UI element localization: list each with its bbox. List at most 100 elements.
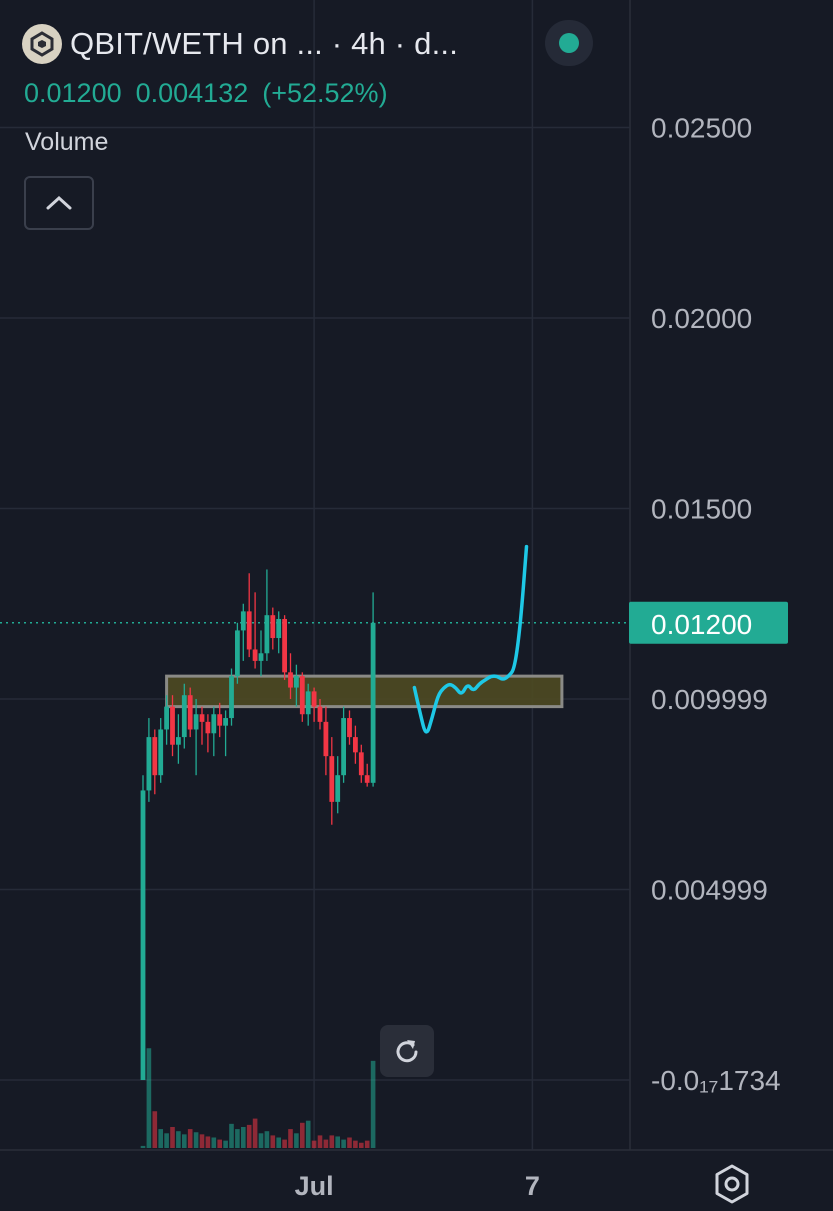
candle	[200, 707, 205, 745]
candle-body	[182, 695, 187, 737]
volume-bar	[353, 1141, 358, 1148]
candle-body	[206, 722, 211, 733]
price-change: 0.004132	[136, 78, 249, 108]
candle-body	[335, 775, 340, 802]
candle-body	[200, 714, 205, 722]
candle-body	[300, 676, 305, 714]
candle	[141, 775, 146, 1080]
volume-bar	[153, 1111, 158, 1148]
chart-grid	[0, 0, 833, 1150]
qbit-logo-icon	[22, 24, 62, 64]
chevron-up-icon	[44, 194, 74, 212]
candle	[206, 714, 211, 752]
price-tick-label: 0.009999	[651, 684, 768, 715]
candle-body	[241, 611, 246, 630]
candle-body	[365, 775, 370, 783]
live-status-dot-icon	[545, 20, 593, 66]
candle-body	[288, 672, 293, 687]
volume-bar	[229, 1124, 234, 1148]
volume-bar	[365, 1141, 370, 1148]
candle	[265, 569, 270, 660]
volume-bar	[347, 1138, 352, 1149]
price-tick-label: -0.0₁₇1734	[651, 1065, 781, 1096]
candle-body	[176, 737, 181, 745]
candle	[347, 710, 352, 744]
volume-bar	[147, 1048, 152, 1148]
volume-bar	[247, 1125, 252, 1148]
candle-body	[223, 718, 228, 726]
volume-indicator-label: Volume	[25, 128, 108, 157]
time-tick-label: Jul	[295, 1171, 334, 1200]
candle	[259, 630, 264, 676]
price-tick-label: 0.02500	[651, 113, 752, 144]
candle-body	[265, 615, 270, 653]
time-axis[interactable]: Jul 7	[295, 1171, 540, 1200]
candle-body	[253, 649, 258, 660]
candlestick-series	[141, 569, 376, 1080]
volume-bar	[371, 1061, 376, 1148]
candle	[341, 707, 346, 783]
volume-bar	[335, 1136, 340, 1148]
volume-bar	[164, 1133, 169, 1148]
candle	[241, 604, 246, 661]
candle	[353, 726, 358, 764]
volume-bar	[241, 1127, 246, 1148]
reset-chart-button[interactable]	[380, 1025, 434, 1077]
candle	[147, 718, 152, 802]
settings-gear-icon[interactable]	[710, 1162, 754, 1206]
candle-body	[353, 737, 358, 752]
candle-body	[188, 695, 193, 729]
candle-body	[229, 676, 234, 718]
candle	[359, 745, 364, 783]
candle-body	[324, 722, 329, 756]
volume-bar	[318, 1135, 323, 1148]
volume-bar	[206, 1136, 211, 1148]
candle	[247, 573, 252, 657]
volume-bar	[194, 1132, 199, 1148]
candle-body	[247, 611, 252, 649]
candle	[253, 592, 258, 668]
volume-bar	[200, 1134, 205, 1148]
collapse-legend-button[interactable]	[24, 176, 94, 230]
volume-bar	[259, 1133, 264, 1148]
candle-body	[170, 707, 175, 745]
current-price-label: 0.01200	[651, 609, 752, 640]
volume-bar	[188, 1129, 193, 1148]
volume-bar	[271, 1135, 276, 1148]
candle	[229, 669, 234, 726]
volume-bar	[223, 1141, 228, 1148]
last-price: 0.01200	[24, 78, 122, 108]
candle-body	[259, 653, 264, 661]
candle-body	[306, 691, 311, 714]
candle-body	[164, 707, 169, 730]
volume-bar	[282, 1140, 287, 1148]
candle	[211, 707, 216, 757]
volume-bar	[217, 1140, 222, 1148]
volume-bar	[300, 1123, 305, 1148]
candle	[152, 729, 157, 794]
candle	[276, 611, 281, 653]
volume-bar	[276, 1138, 281, 1149]
candle-body	[270, 615, 275, 638]
chart-header: QBIT/WETH on ... · 4h · d...	[22, 24, 458, 64]
price-axis[interactable]: 0.02500 0.02000 0.01500 0.009999 0.004999 -0.…	[629, 113, 788, 1097]
volume-bar	[294, 1133, 299, 1148]
volume-bar	[235, 1129, 240, 1148]
candle-body	[347, 718, 352, 737]
candle	[235, 623, 240, 684]
volume-bar	[359, 1143, 364, 1148]
candle-body	[294, 676, 299, 687]
candle-body	[359, 752, 364, 775]
candle-body	[235, 630, 240, 676]
candle	[158, 718, 163, 783]
candle-body	[282, 619, 287, 672]
symbol-title[interactable]: QBIT/WETH on ... · 4h · d...	[70, 26, 458, 62]
volume-bar	[182, 1134, 187, 1148]
volume-bar	[212, 1138, 217, 1149]
candle	[194, 699, 199, 775]
candle	[312, 688, 317, 722]
volume-bar	[341, 1140, 346, 1148]
price-quote: 0.01200 0.004132 (+52.52%)	[24, 78, 402, 109]
price-tick-label: 0.004999	[651, 875, 768, 906]
